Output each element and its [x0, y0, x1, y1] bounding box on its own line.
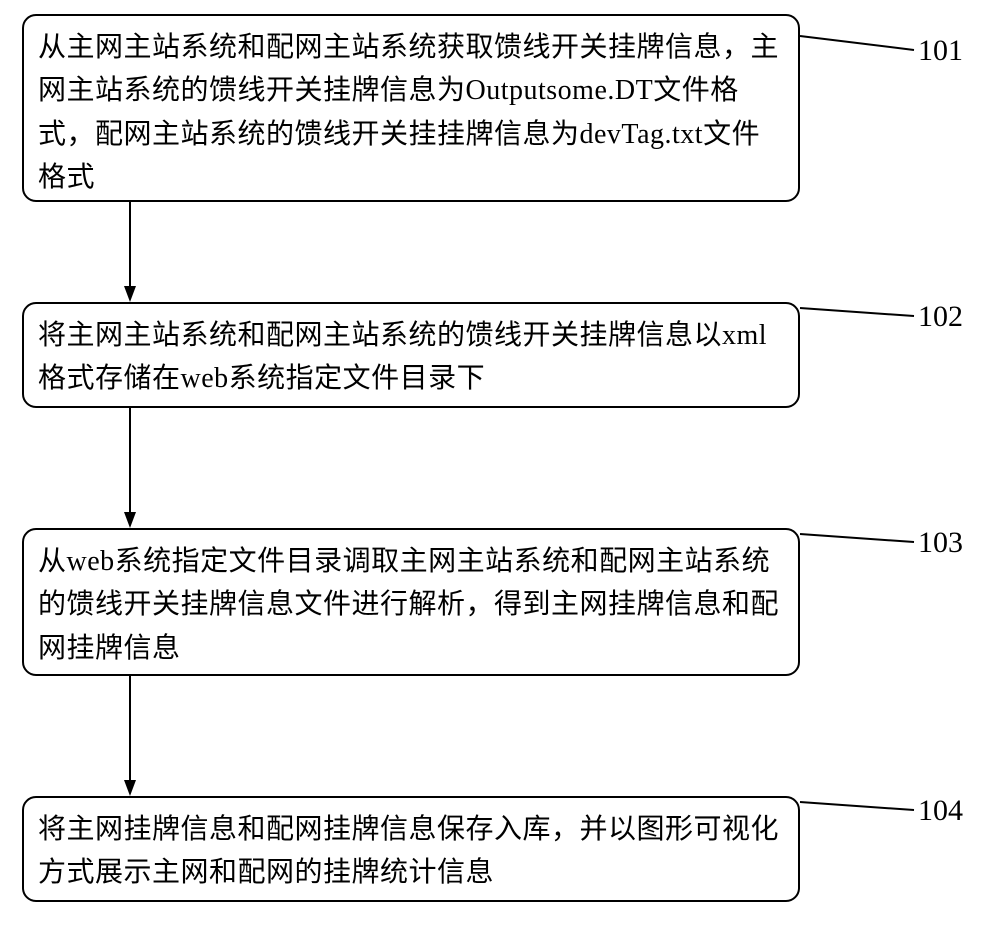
step-label-text: 104 — [918, 794, 963, 827]
flow-node-text: 从web系统指定文件目录调取主网主站系统和配网主站系统的馈线开关挂牌信息文件进行… — [38, 546, 779, 664]
step-label-n1: 101 — [918, 34, 963, 68]
step-label-n3: 103 — [918, 526, 963, 560]
flow-node-n4: 将主网挂牌信息和配网挂牌信息保存入库，并以图形可视化方式展示主网和配网的挂牌统计… — [22, 796, 800, 902]
flow-node-text: 将主网主站系统和配网主站系统的馈线开关挂牌信息以xml格式存储在web系统指定文… — [38, 320, 767, 394]
arrow-head — [124, 512, 136, 528]
step-label-text: 102 — [918, 300, 963, 333]
flow-node-n2: 将主网主站系统和配网主站系统的馈线开关挂牌信息以xml格式存储在web系统指定文… — [22, 302, 800, 408]
arrow-head — [124, 286, 136, 302]
step-label-n4: 104 — [918, 794, 963, 828]
leader-line — [800, 534, 914, 542]
flow-node-n1: 从主网主站系统和配网主站系统获取馈线开关挂牌信息，主网主站系统的馈线开关挂牌信息… — [22, 14, 800, 202]
step-label-text: 103 — [918, 526, 963, 559]
leader-line — [800, 308, 914, 316]
flow-node-text: 从主网主站系统和配网主站系统获取馈线开关挂牌信息，主网主站系统的馈线开关挂牌信息… — [38, 32, 779, 193]
step-label-text: 101 — [918, 34, 963, 67]
arrow-head — [124, 780, 136, 796]
flow-node-text: 将主网挂牌信息和配网挂牌信息保存入库，并以图形可视化方式展示主网和配网的挂牌统计… — [38, 814, 779, 888]
leader-line — [800, 36, 914, 50]
leader-line — [800, 802, 914, 810]
flow-node-n3: 从web系统指定文件目录调取主网主站系统和配网主站系统的馈线开关挂牌信息文件进行… — [22, 528, 800, 676]
step-label-n2: 102 — [918, 300, 963, 334]
